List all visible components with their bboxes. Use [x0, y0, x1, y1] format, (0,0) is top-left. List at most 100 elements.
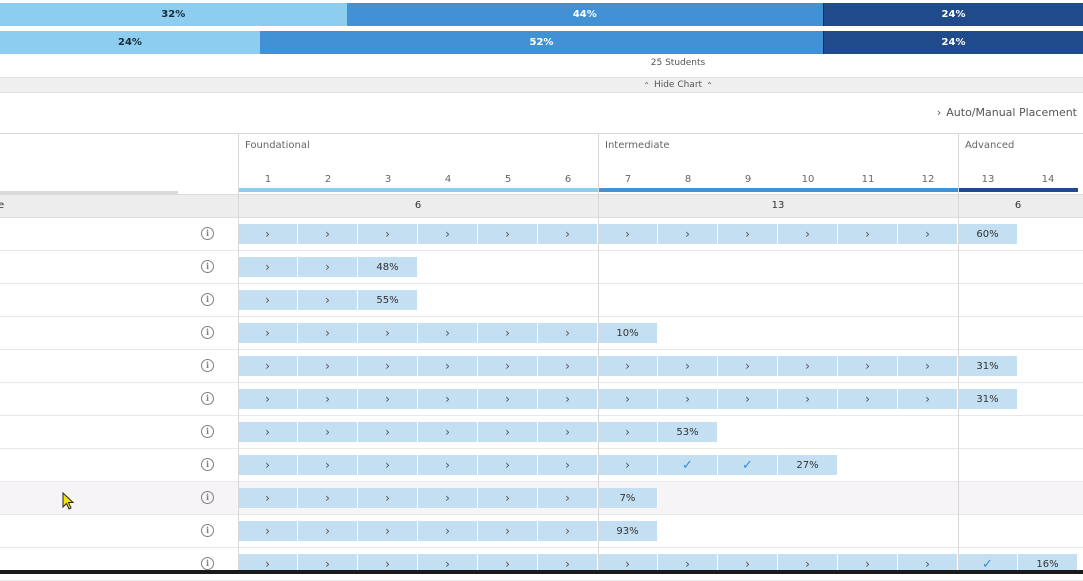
chevron-right-icon[interactable]: ›	[898, 389, 958, 409]
score-cell[interactable]: 55%	[358, 290, 418, 310]
chevron-right-icon[interactable]: ›	[358, 422, 418, 442]
info-icon[interactable]: i	[201, 227, 214, 240]
table-row[interactable]: i › › › › › › 93%	[0, 515, 1083, 548]
info-icon[interactable]: i	[201, 557, 214, 570]
auto-manual-placement-link[interactable]: › Auto/Manual Placement	[937, 106, 1077, 119]
chevron-right-icon[interactable]: ›	[598, 389, 658, 409]
chevron-right-icon[interactable]: ›	[838, 389, 898, 409]
chevron-right-icon[interactable]: ›	[418, 455, 478, 475]
chevron-right-icon[interactable]: ›	[598, 554, 658, 574]
info-icon[interactable]: i	[201, 260, 214, 273]
chevron-right-icon[interactable]: ›	[658, 224, 718, 244]
chevron-right-icon[interactable]: ›	[298, 488, 358, 508]
chevron-right-icon[interactable]: ›	[478, 422, 538, 442]
chevron-right-icon[interactable]: ›	[238, 257, 298, 277]
info-icon[interactable]: i	[201, 458, 214, 471]
info-icon[interactable]: i	[201, 326, 214, 339]
chevron-right-icon[interactable]: ›	[418, 554, 478, 574]
chevron-right-icon[interactable]: ›	[358, 455, 418, 475]
chevron-right-icon[interactable]: ›	[538, 455, 598, 475]
chevron-right-icon[interactable]: ›	[838, 224, 898, 244]
chevron-right-icon[interactable]: ›	[478, 224, 538, 244]
chevron-right-icon[interactable]: ›	[658, 389, 718, 409]
chevron-right-icon[interactable]: ›	[298, 224, 358, 244]
chevron-right-icon[interactable]: ›	[598, 356, 658, 376]
score-cell[interactable]: 93%	[598, 521, 658, 541]
chevron-right-icon[interactable]: ›	[298, 356, 358, 376]
chevron-right-icon[interactable]: ›	[718, 389, 778, 409]
chevron-right-icon[interactable]: ›	[358, 554, 418, 574]
info-icon[interactable]: i	[201, 524, 214, 537]
chevron-right-icon[interactable]: ›	[238, 389, 298, 409]
chevron-right-icon[interactable]: ›	[778, 389, 838, 409]
table-row[interactable]: i › › 55%	[0, 284, 1083, 317]
chevron-right-icon[interactable]: ›	[358, 389, 418, 409]
chevron-right-icon[interactable]: ›	[418, 389, 478, 409]
chevron-right-icon[interactable]: ›	[778, 356, 838, 376]
chevron-right-icon[interactable]: ›	[418, 224, 478, 244]
chevron-right-icon[interactable]: ›	[358, 323, 418, 343]
chevron-right-icon[interactable]: ›	[538, 356, 598, 376]
chevron-right-icon[interactable]: ›	[538, 521, 598, 541]
chevron-right-icon[interactable]: ›	[298, 455, 358, 475]
chevron-right-icon[interactable]: ›	[298, 323, 358, 343]
score-cell[interactable]: 31%	[958, 356, 1018, 376]
chevron-right-icon[interactable]: ›	[358, 356, 418, 376]
chevron-right-icon[interactable]: ›	[418, 323, 478, 343]
chevron-right-icon[interactable]: ›	[478, 521, 538, 541]
chevron-right-icon[interactable]: ›	[598, 455, 658, 475]
chevron-right-icon[interactable]: ›	[478, 455, 538, 475]
chevron-right-icon[interactable]: ›	[478, 323, 538, 343]
info-icon[interactable]: i	[201, 491, 214, 504]
chevron-right-icon[interactable]: ›	[778, 554, 838, 574]
table-row[interactable]: i › › › › › › 7%	[0, 482, 1083, 515]
score-cell[interactable]: 48%	[358, 257, 418, 277]
chevron-right-icon[interactable]: ›	[238, 455, 298, 475]
chevron-right-icon[interactable]: ›	[418, 356, 478, 376]
chevron-right-icon[interactable]: ›	[538, 422, 598, 442]
table-row[interactable]: i › › › › › › › › › › › › 31%	[0, 383, 1083, 416]
check-icon[interactable]: ✓	[718, 455, 778, 475]
table-row[interactable]: i › › › › › › 10%	[0, 317, 1083, 350]
chevron-right-icon[interactable]: ›	[238, 356, 298, 376]
chevron-right-icon[interactable]: ›	[238, 488, 298, 508]
chevron-right-icon[interactable]: ›	[478, 389, 538, 409]
info-icon[interactable]: i	[201, 425, 214, 438]
chevron-right-icon[interactable]: ›	[598, 224, 658, 244]
chevron-right-icon[interactable]: ›	[478, 488, 538, 508]
chevron-right-icon[interactable]: ›	[298, 290, 358, 310]
table-row[interactable]: i › › › › › › › ✓ ✓ 27%	[0, 449, 1083, 482]
chevron-right-icon[interactable]: ›	[658, 554, 718, 574]
chevron-right-icon[interactable]: ›	[238, 422, 298, 442]
chevron-right-icon[interactable]: ›	[718, 554, 778, 574]
info-icon[interactable]: i	[201, 293, 214, 306]
chevron-right-icon[interactable]: ›	[238, 554, 298, 574]
info-icon[interactable]: i	[201, 359, 214, 372]
chevron-right-icon[interactable]: ›	[478, 554, 538, 574]
check-icon[interactable]: ✓	[958, 554, 1018, 574]
chevron-right-icon[interactable]: ›	[418, 422, 478, 442]
table-row[interactable]: i › › › › › › › › › › › › 60%	[0, 218, 1083, 251]
hide-chart-toggle[interactable]: ⌃ Hide Chart ⌃	[0, 77, 1083, 93]
chevron-right-icon[interactable]: ›	[598, 422, 658, 442]
score-cell[interactable]: 60%	[958, 224, 1018, 244]
chevron-right-icon[interactable]: ›	[898, 224, 958, 244]
score-cell[interactable]: 10%	[598, 323, 658, 343]
chevron-right-icon[interactable]: ›	[358, 224, 418, 244]
chevron-right-icon[interactable]: ›	[418, 521, 478, 541]
chevron-right-icon[interactable]: ›	[838, 554, 898, 574]
chevron-right-icon[interactable]: ›	[658, 356, 718, 376]
score-cell[interactable]: 31%	[958, 389, 1018, 409]
table-row[interactable]: i › › › › › › › › › › › › ✓ 16%	[0, 548, 1083, 581]
score-cell[interactable]: 16%	[1018, 554, 1078, 574]
score-cell[interactable]: 7%	[598, 488, 658, 508]
chevron-right-icon[interactable]: ›	[478, 356, 538, 376]
chevron-right-icon[interactable]: ›	[298, 521, 358, 541]
chevron-right-icon[interactable]: ›	[418, 488, 478, 508]
chevron-right-icon[interactable]: ›	[298, 554, 358, 574]
chevron-right-icon[interactable]: ›	[538, 554, 598, 574]
info-icon[interactable]: i	[201, 392, 214, 405]
chevron-right-icon[interactable]: ›	[898, 356, 958, 376]
check-icon[interactable]: ✓	[658, 455, 718, 475]
chevron-right-icon[interactable]: ›	[298, 389, 358, 409]
